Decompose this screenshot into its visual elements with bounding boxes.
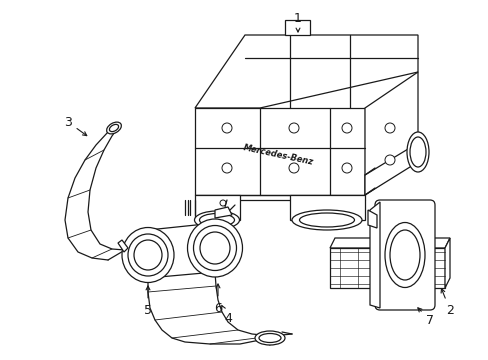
Circle shape <box>341 163 351 173</box>
Ellipse shape <box>187 219 242 277</box>
Ellipse shape <box>194 211 239 229</box>
Polygon shape <box>369 202 379 308</box>
Ellipse shape <box>106 122 121 134</box>
Ellipse shape <box>406 132 428 172</box>
Polygon shape <box>379 202 429 308</box>
Polygon shape <box>329 248 444 288</box>
Text: 1: 1 <box>293 12 301 32</box>
Polygon shape <box>364 72 417 195</box>
Polygon shape <box>195 195 240 220</box>
Circle shape <box>288 123 298 133</box>
Text: 6: 6 <box>214 284 222 315</box>
Circle shape <box>222 163 231 173</box>
Circle shape <box>384 123 394 133</box>
Polygon shape <box>329 238 449 248</box>
Ellipse shape <box>291 210 361 230</box>
Text: 2: 2 <box>440 289 453 316</box>
Polygon shape <box>215 207 231 218</box>
Ellipse shape <box>134 240 162 270</box>
Text: 4: 4 <box>222 306 231 324</box>
Ellipse shape <box>409 137 425 167</box>
Circle shape <box>341 123 351 133</box>
Ellipse shape <box>122 228 174 283</box>
Circle shape <box>384 155 394 165</box>
Polygon shape <box>367 210 376 228</box>
Ellipse shape <box>254 331 285 345</box>
Ellipse shape <box>193 225 236 270</box>
Polygon shape <box>118 240 128 252</box>
Ellipse shape <box>128 234 168 276</box>
Ellipse shape <box>199 213 234 226</box>
Text: Mercedes-Benz: Mercedes-Benz <box>242 143 313 167</box>
Circle shape <box>222 123 231 133</box>
Text: 5: 5 <box>143 286 152 316</box>
Ellipse shape <box>109 125 119 132</box>
Polygon shape <box>444 238 449 288</box>
Polygon shape <box>364 143 417 195</box>
Ellipse shape <box>259 333 281 342</box>
Polygon shape <box>285 20 309 35</box>
Circle shape <box>288 163 298 173</box>
Text: 3: 3 <box>64 116 86 136</box>
Ellipse shape <box>299 213 354 227</box>
Ellipse shape <box>384 222 424 288</box>
Ellipse shape <box>200 232 229 264</box>
Polygon shape <box>195 108 364 195</box>
Ellipse shape <box>389 230 419 280</box>
FancyBboxPatch shape <box>374 200 434 310</box>
Polygon shape <box>289 195 364 220</box>
Text: 7: 7 <box>417 308 433 327</box>
Polygon shape <box>195 35 417 108</box>
